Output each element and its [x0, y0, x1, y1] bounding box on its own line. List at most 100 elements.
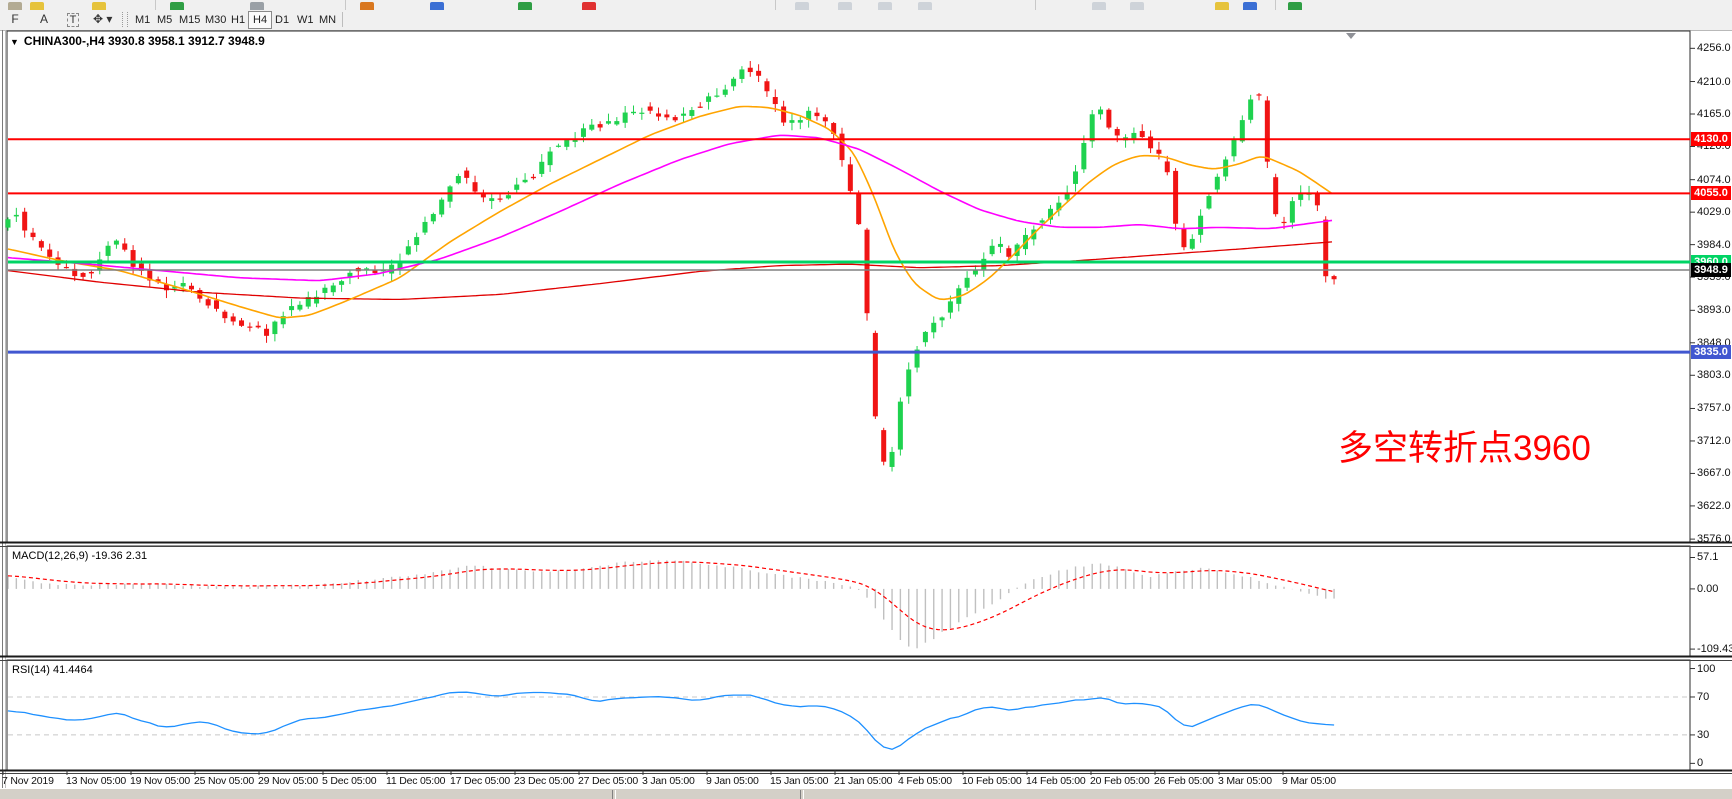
- price-axis-tick[interactable]: 3984.0: [1697, 238, 1731, 251]
- toolbar-separator: [155, 0, 156, 10]
- timeframe-d1-button[interactable]: D1: [275, 14, 290, 26]
- timeframe-h1-button[interactable]: H1: [231, 14, 246, 26]
- rsi-label: RSI(14) 41.4464: [12, 664, 93, 676]
- toolbar-icon[interactable]: [1215, 2, 1229, 10]
- annotation-text[interactable]: 多空转折点3960: [1338, 429, 1591, 468]
- macd-axis-tick[interactable]: 57.1: [1697, 551, 1719, 564]
- timeframe-m5-button[interactable]: M5: [157, 14, 173, 26]
- time-axis-label[interactable]: 20 Feb 05:00: [1090, 775, 1150, 787]
- rsi-axis-tick[interactable]: 100: [1697, 662, 1716, 675]
- time-axis-label[interactable]: 26 Feb 05:00: [1154, 775, 1214, 787]
- time-axis-label[interactable]: 7 Nov 2019: [2, 775, 54, 787]
- toolbar-separator: [1035, 0, 1036, 10]
- price-axis-tick[interactable]: 4029.0: [1697, 206, 1731, 219]
- toolbar-icon[interactable]: [838, 2, 852, 10]
- toolbar-icon[interactable]: [518, 2, 532, 10]
- time-axis-label[interactable]: 9 Jan 05:00: [706, 775, 759, 787]
- toolbar-icon[interactable]: [360, 2, 374, 10]
- toolbar-drag-handle[interactable]: [122, 12, 128, 27]
- time-axis-label[interactable]: 15 Jan 05:00: [770, 775, 829, 787]
- macd-label: MACD(12,26,9) -19.36 2.31: [12, 550, 148, 562]
- time-axis-label[interactable]: 11 Dec 05:00: [386, 775, 446, 787]
- time-axis-label[interactable]: 13 Nov 05:00: [66, 775, 127, 787]
- time-axis-label[interactable]: 3 Jan 05:00: [642, 775, 695, 787]
- toolbar-icon[interactable]: [1130, 2, 1144, 10]
- toolbar-separator: [1275, 0, 1276, 10]
- toolbar-icon[interactable]: [8, 2, 22, 10]
- time-axis-label[interactable]: 17 Dec 05:00: [450, 775, 511, 787]
- statusbar-separator: [612, 790, 616, 799]
- time-axis-label[interactable]: 23 Dec 05:00: [514, 775, 575, 787]
- price-axis-tick[interactable]: 4074.0: [1697, 173, 1731, 186]
- price-axis-tick[interactable]: 3622.0: [1697, 499, 1731, 512]
- toolbar-icon[interactable]: [170, 2, 184, 10]
- toolbar-icon[interactable]: [1288, 2, 1302, 10]
- ma_slow-line: [7, 241, 1333, 301]
- rsi-axis-tick[interactable]: 30: [1697, 728, 1710, 741]
- rsi-axis-tick[interactable]: 70: [1697, 690, 1710, 703]
- toolbar-icon[interactable]: [430, 2, 444, 10]
- price-axis-tick[interactable]: 3712.0: [1697, 434, 1731, 447]
- price-axis-tick[interactable]: 4165.0: [1697, 108, 1731, 120]
- level-price-label: 4055.0: [1691, 186, 1731, 201]
- macd-plot: [7, 560, 1335, 649]
- time-axis-label[interactable]: 21 Jan 05:00: [834, 775, 893, 787]
- current-price-label: 3948.9: [1691, 262, 1731, 277]
- time-axis-label[interactable]: 10 Feb 05:00: [962, 775, 1022, 787]
- toolbar-icon[interactable]: [30, 2, 44, 10]
- level-price-label: 3835.0: [1691, 345, 1731, 360]
- price-axis-tick[interactable]: 3803.0: [1697, 369, 1731, 382]
- price-axis-tick[interactable]: 3667.0: [1697, 467, 1731, 480]
- status-bar: [0, 788, 1732, 799]
- time-axis-label[interactable]: 5 Dec 05:00: [322, 775, 377, 787]
- time-axis-label[interactable]: 19 Nov 05:00: [130, 775, 191, 787]
- ma_fast-line: [7, 105, 1333, 319]
- toolbar-separator: [342, 12, 343, 27]
- fibonacci-tool-icon[interactable]: F: [11, 12, 19, 26]
- price-axis-tick[interactable]: 3757.0: [1697, 402, 1731, 415]
- window-left-edge-light: [5, 30, 6, 788]
- toolbar-icon[interactable]: [250, 2, 264, 10]
- macd-axis-tick[interactable]: 0.00: [1697, 582, 1719, 595]
- ma_mid-line: [7, 134, 1333, 282]
- time-axis-label[interactable]: 4 Feb 05:00: [898, 775, 952, 787]
- toolbar-icon[interactable]: [92, 2, 106, 10]
- price-axis-tick[interactable]: 3893.0: [1697, 304, 1731, 317]
- chart-title: ▼ CHINA300-,H4 3930.8 3958.1 3912.7 3948.…: [10, 34, 265, 48]
- time-axis-label[interactable]: 25 Nov 05:00: [194, 775, 255, 787]
- candles: [5, 61, 1337, 472]
- time-axis-label[interactable]: 27 Dec 05:00: [578, 775, 639, 787]
- price-axis-tick[interactable]: 3576.0: [1697, 533, 1731, 546]
- toolbar-icon[interactable]: [1092, 2, 1106, 10]
- chart-menu-caret[interactable]: ▼: [10, 37, 19, 47]
- toolbar-icon[interactable]: [1243, 2, 1257, 10]
- toolbar-separator: [775, 0, 776, 10]
- timeframe-mn-button[interactable]: MN: [319, 14, 337, 26]
- timeframe-m30-button[interactable]: M30: [205, 14, 227, 26]
- timeframe-m1-button[interactable]: M1: [135, 14, 151, 26]
- time-axis-label[interactable]: 9 Mar 05:00: [1282, 775, 1336, 787]
- rsi-line: [7, 691, 1335, 750]
- rsi-axis-tick[interactable]: 0: [1697, 757, 1704, 770]
- time-axis-label[interactable]: 29 Nov 05:00: [258, 775, 319, 787]
- macd-signal-line: [7, 561, 1335, 631]
- price-axis-tick[interactable]: 4256.0: [1697, 42, 1731, 55]
- timeframe-w1-button[interactable]: W1: [297, 14, 314, 26]
- toolbar-separator: [345, 0, 346, 10]
- macd-axis-tick[interactable]: -109.43: [1697, 643, 1732, 656]
- time-axis-label[interactable]: 14 Feb 05:00: [1026, 775, 1086, 787]
- chart-shift-marker[interactable]: [1346, 33, 1356, 39]
- toolbar-icon[interactable]: [878, 2, 892, 10]
- toolbar-icon[interactable]: [918, 2, 932, 10]
- toolbar-icon[interactable]: [795, 2, 809, 10]
- timeframe-m15-button[interactable]: M15: [179, 14, 201, 26]
- toolbar-icon[interactable]: [582, 2, 596, 10]
- text-label-tool-icon[interactable]: A: [39, 12, 48, 26]
- arrows-tool-icon[interactable]: ✥ ▾: [93, 12, 113, 26]
- price-axis-tick[interactable]: 4210.0: [1697, 75, 1731, 88]
- timeframe-h4-button[interactable]: H4: [248, 11, 273, 29]
- text-tool-icon[interactable]: T: [64, 11, 82, 28]
- time-axis-label[interactable]: 3 Mar 05:00: [1218, 775, 1272, 787]
